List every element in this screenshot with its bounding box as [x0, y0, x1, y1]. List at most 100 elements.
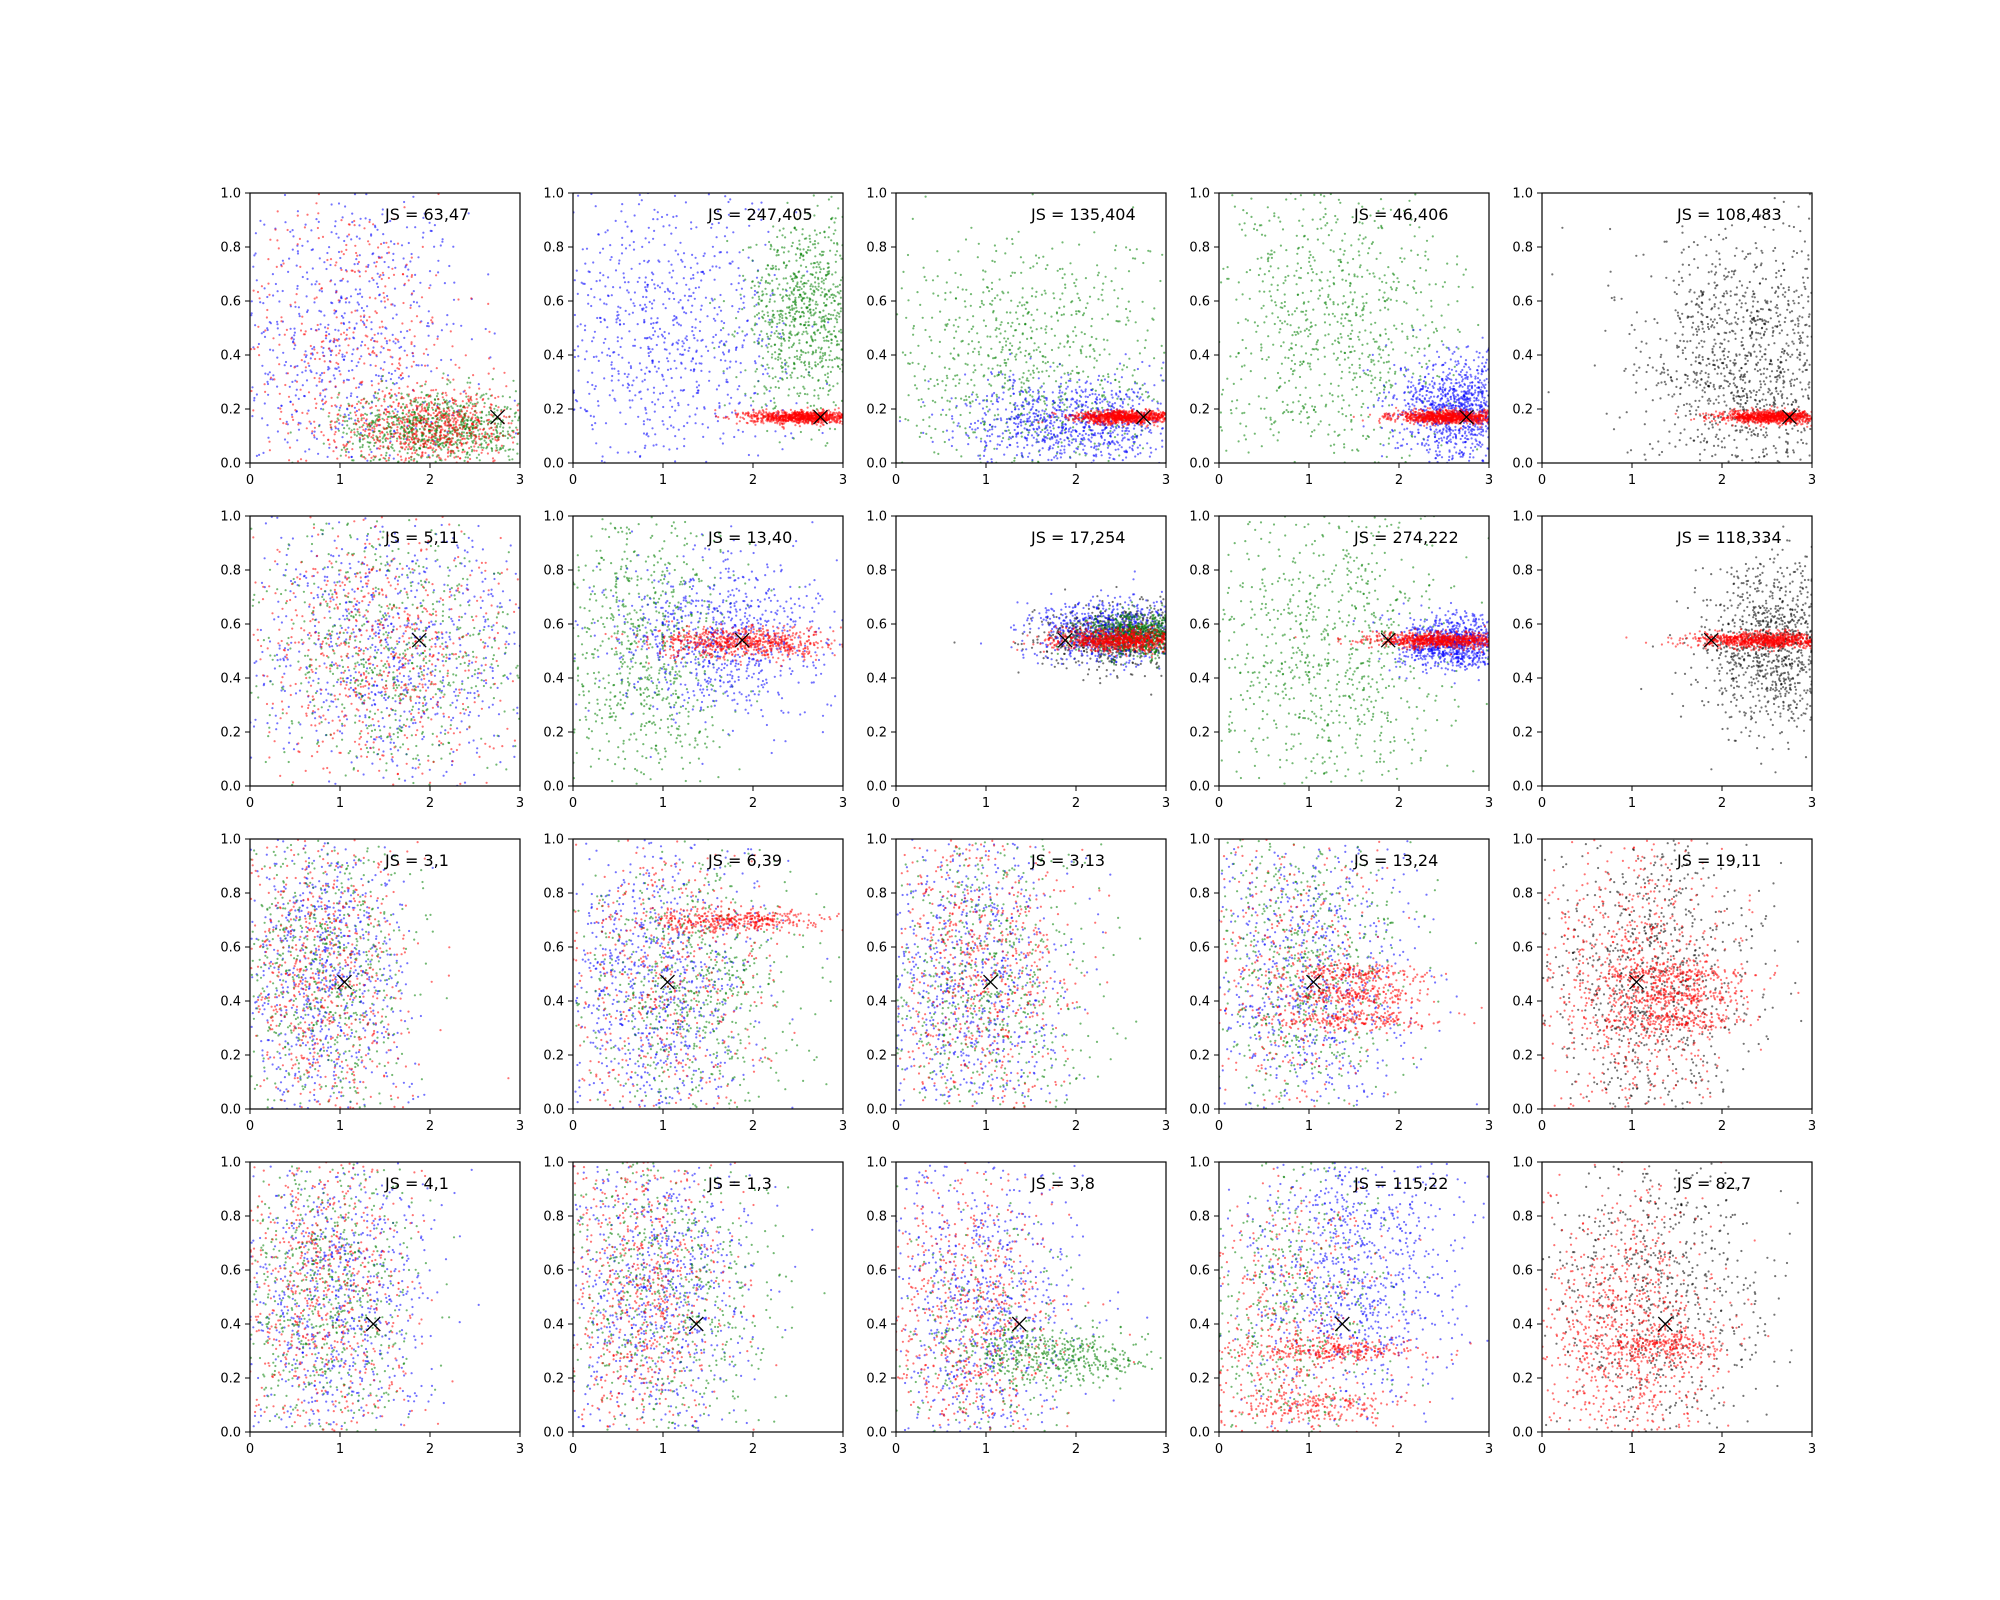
scatter-point [807, 245, 810, 249]
scatter-point [840, 307, 843, 310]
scatter-point [374, 423, 377, 426]
scatter-point [357, 361, 360, 364]
scatter-point [380, 404, 383, 407]
scatter-point [681, 307, 684, 310]
scatter-point [358, 357, 361, 360]
scatter-point [494, 426, 497, 429]
scatter-point [808, 234, 811, 237]
scatter-point [826, 376, 830, 379]
scatter-point [316, 351, 319, 354]
scatter-point [294, 394, 297, 397]
scatter-point [770, 420, 773, 423]
scatter-point [671, 343, 674, 347]
scatter-point [347, 233, 351, 236]
scatter-point [475, 398, 478, 401]
scatter-point [263, 287, 266, 290]
scatter-point [394, 408, 397, 411]
x-tick-label: 2 [426, 473, 434, 488]
scatter-point [751, 414, 754, 417]
scatter-point [775, 254, 778, 257]
scatter-point [295, 388, 298, 391]
scatter-point [702, 435, 705, 438]
scatter-point [621, 203, 624, 206]
scatter-point [320, 372, 324, 375]
scatter-point [607, 276, 610, 279]
scatter-point [415, 301, 419, 304]
scatter-point [452, 423, 455, 426]
scatter-point [695, 386, 699, 389]
scatter-point [329, 263, 332, 267]
scatter-point [795, 259, 798, 262]
scatter-point [311, 267, 314, 270]
scatter-point [381, 213, 384, 216]
scatter-point [666, 213, 669, 216]
scatter-point [717, 416, 720, 419]
scatter-point [484, 327, 487, 331]
scatter-point [368, 218, 371, 221]
scatter-point [1044, 328, 1047, 331]
scatter-point [768, 337, 771, 340]
scatter-point [486, 432, 489, 435]
scatter-point [789, 286, 792, 289]
scatter-point [442, 414, 445, 417]
scatter-point [754, 423, 757, 426]
scatter-point [402, 416, 405, 419]
scatter-point [398, 387, 401, 390]
scatter-point [489, 440, 493, 443]
scatter-point [738, 326, 741, 329]
scatter-point [493, 436, 496, 439]
scatter-point [419, 385, 422, 388]
scatter-point [634, 394, 637, 397]
scatter-point [439, 438, 442, 441]
scatter-point [353, 193, 357, 196]
js-annotation: JS = 63,47 [384, 205, 469, 224]
scatter-point [469, 457, 472, 461]
scatter-point [399, 417, 402, 420]
scatter-point [385, 459, 388, 462]
scatter-point [573, 355, 577, 359]
scatter-point [337, 427, 340, 430]
scatter-point [723, 235, 727, 238]
scatter-point [315, 372, 318, 375]
scatter-point [343, 420, 346, 423]
scatter-point [703, 407, 706, 410]
scatter-point [364, 428, 367, 431]
scatter-point [348, 326, 351, 329]
scatter-point [447, 429, 450, 433]
scatter-point [661, 373, 664, 376]
scatter-point [452, 412, 455, 415]
scatter-point [470, 450, 474, 453]
scatter-point [339, 267, 342, 270]
scatter-point [296, 284, 299, 288]
scatter-point [335, 261, 338, 264]
scatter-point [410, 342, 413, 346]
scatter-point [371, 337, 374, 340]
scatter-point [485, 392, 488, 395]
scatter-point [811, 243, 815, 246]
scatter-point [596, 400, 600, 403]
scatter-point [694, 413, 697, 416]
scatter-point [349, 295, 353, 298]
scatter-point [594, 422, 597, 425]
scatter-point [379, 445, 382, 448]
scatter-point [428, 221, 431, 224]
scatter-point [827, 236, 830, 239]
scatter-point [339, 404, 342, 407]
scatter-point [332, 374, 335, 377]
scatter-point [269, 376, 273, 379]
scatter-point [718, 306, 721, 309]
scatter-point [831, 418, 835, 421]
scatter-point [410, 404, 413, 407]
scatter-point [795, 276, 799, 279]
scatter-point [756, 392, 759, 396]
scatter-point [315, 280, 318, 283]
scatter-point [634, 450, 637, 453]
scatter-point [283, 333, 286, 336]
scatter-point [592, 261, 595, 264]
scatter-point [767, 350, 770, 353]
scatter-point [337, 393, 340, 396]
scatter-point [796, 357, 799, 360]
scatter-point [652, 444, 655, 447]
scatter-point [514, 390, 518, 393]
scatter-point [1026, 337, 1029, 340]
